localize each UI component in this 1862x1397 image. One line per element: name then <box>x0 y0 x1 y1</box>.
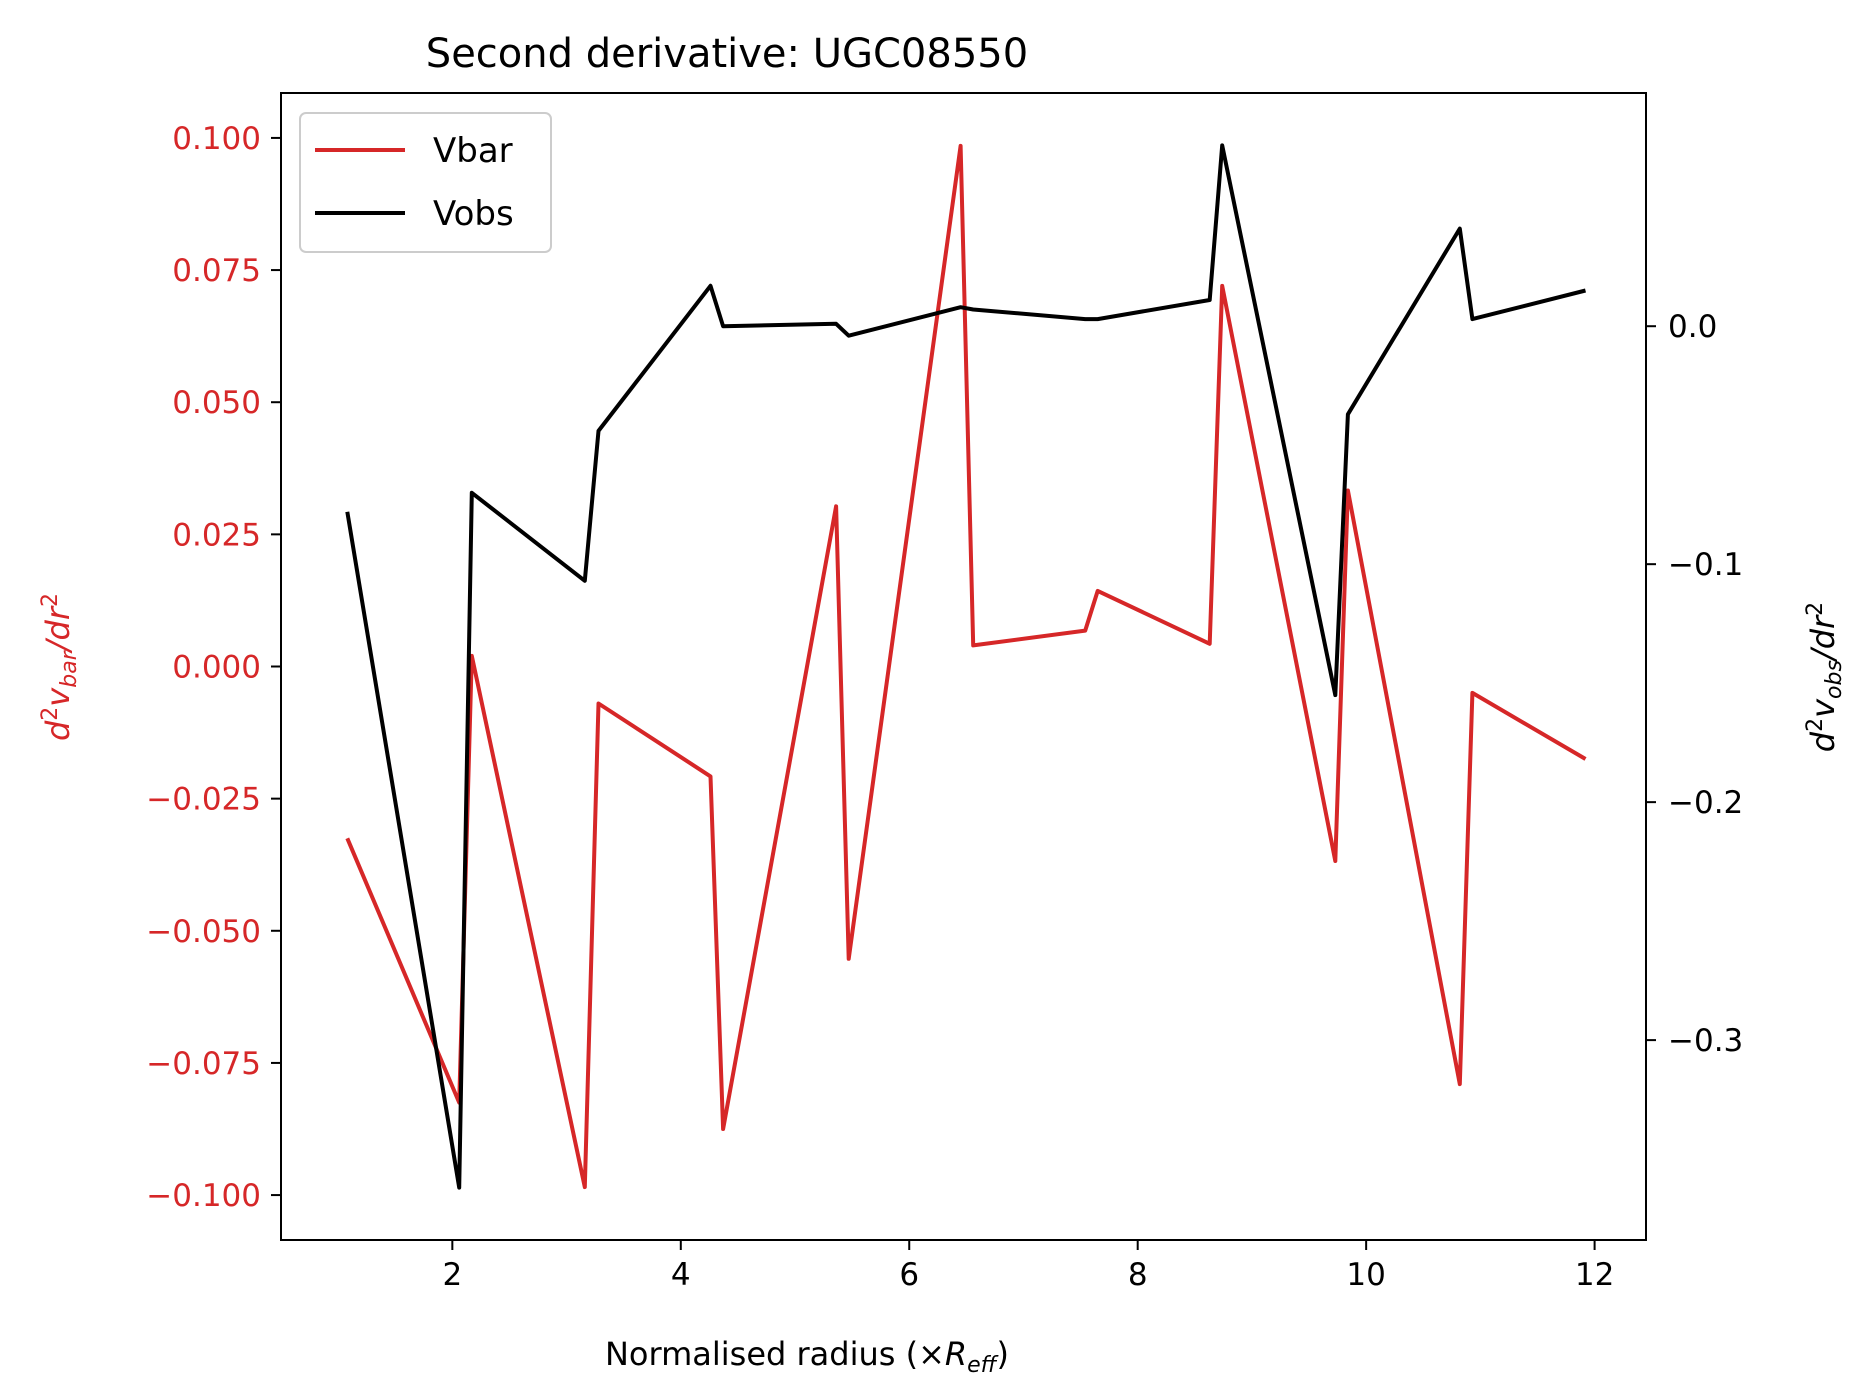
series-line-vbar <box>345 143 1587 1190</box>
x-tick-label: 2 <box>442 1257 462 1293</box>
series-line-vobs <box>345 143 1586 1190</box>
y-left-tick-label: 0.025 <box>172 517 261 553</box>
y-right-tick-label: −0.3 <box>1668 1023 1743 1059</box>
y-left-tick-label: 0.050 <box>172 385 261 421</box>
y-axis-right: 0.0 −0.1 −0.2 −0.3 <box>1646 309 1743 1059</box>
y-left-tick-label: −0.050 <box>146 914 261 950</box>
x-axis: 2 4 6 8 10 12 <box>442 1240 1614 1293</box>
chart-title: Second derivative: UGC08550 <box>426 31 1028 77</box>
legend-label-vobs: Vobs <box>433 194 514 234</box>
y-right-tick-label: 0.0 <box>1668 309 1717 345</box>
plot-area <box>345 143 1587 1190</box>
y-left-tick-label: −0.100 <box>146 1178 261 1214</box>
x-axis-label: Normalised radius (×Reff) <box>605 1335 1009 1378</box>
x-tick-label: 12 <box>1575 1257 1614 1293</box>
legend-box <box>299 112 552 253</box>
y-axis-left: 0.100 0.075 0.050 0.025 0.000 −0.025 −0.050 −0.… <box>146 121 281 1214</box>
x-tick-label: 8 <box>1128 1257 1148 1293</box>
x-tick-label: 6 <box>899 1257 919 1293</box>
y-axis-right-label: d2vobs/dr2 <box>1803 602 1847 752</box>
legend-label-vbar: Vbar <box>433 131 513 171</box>
x-tick-label: 10 <box>1346 1257 1385 1293</box>
y-right-tick-label: −0.1 <box>1668 547 1743 583</box>
y-left-tick-label: −0.075 <box>146 1046 261 1082</box>
y-left-tick-label: −0.025 <box>146 782 261 818</box>
x-tick-label: 4 <box>671 1257 691 1293</box>
y-left-tick-label: 0.100 <box>172 121 261 157</box>
y-left-tick-label: 0.075 <box>172 253 261 289</box>
y-right-tick-label: −0.2 <box>1668 785 1743 821</box>
legend: Vbar Vobs <box>299 112 552 253</box>
y-left-tick-label: 0.000 <box>172 650 261 686</box>
y-axis-left-label: d2vbar/dr2 <box>38 593 82 741</box>
